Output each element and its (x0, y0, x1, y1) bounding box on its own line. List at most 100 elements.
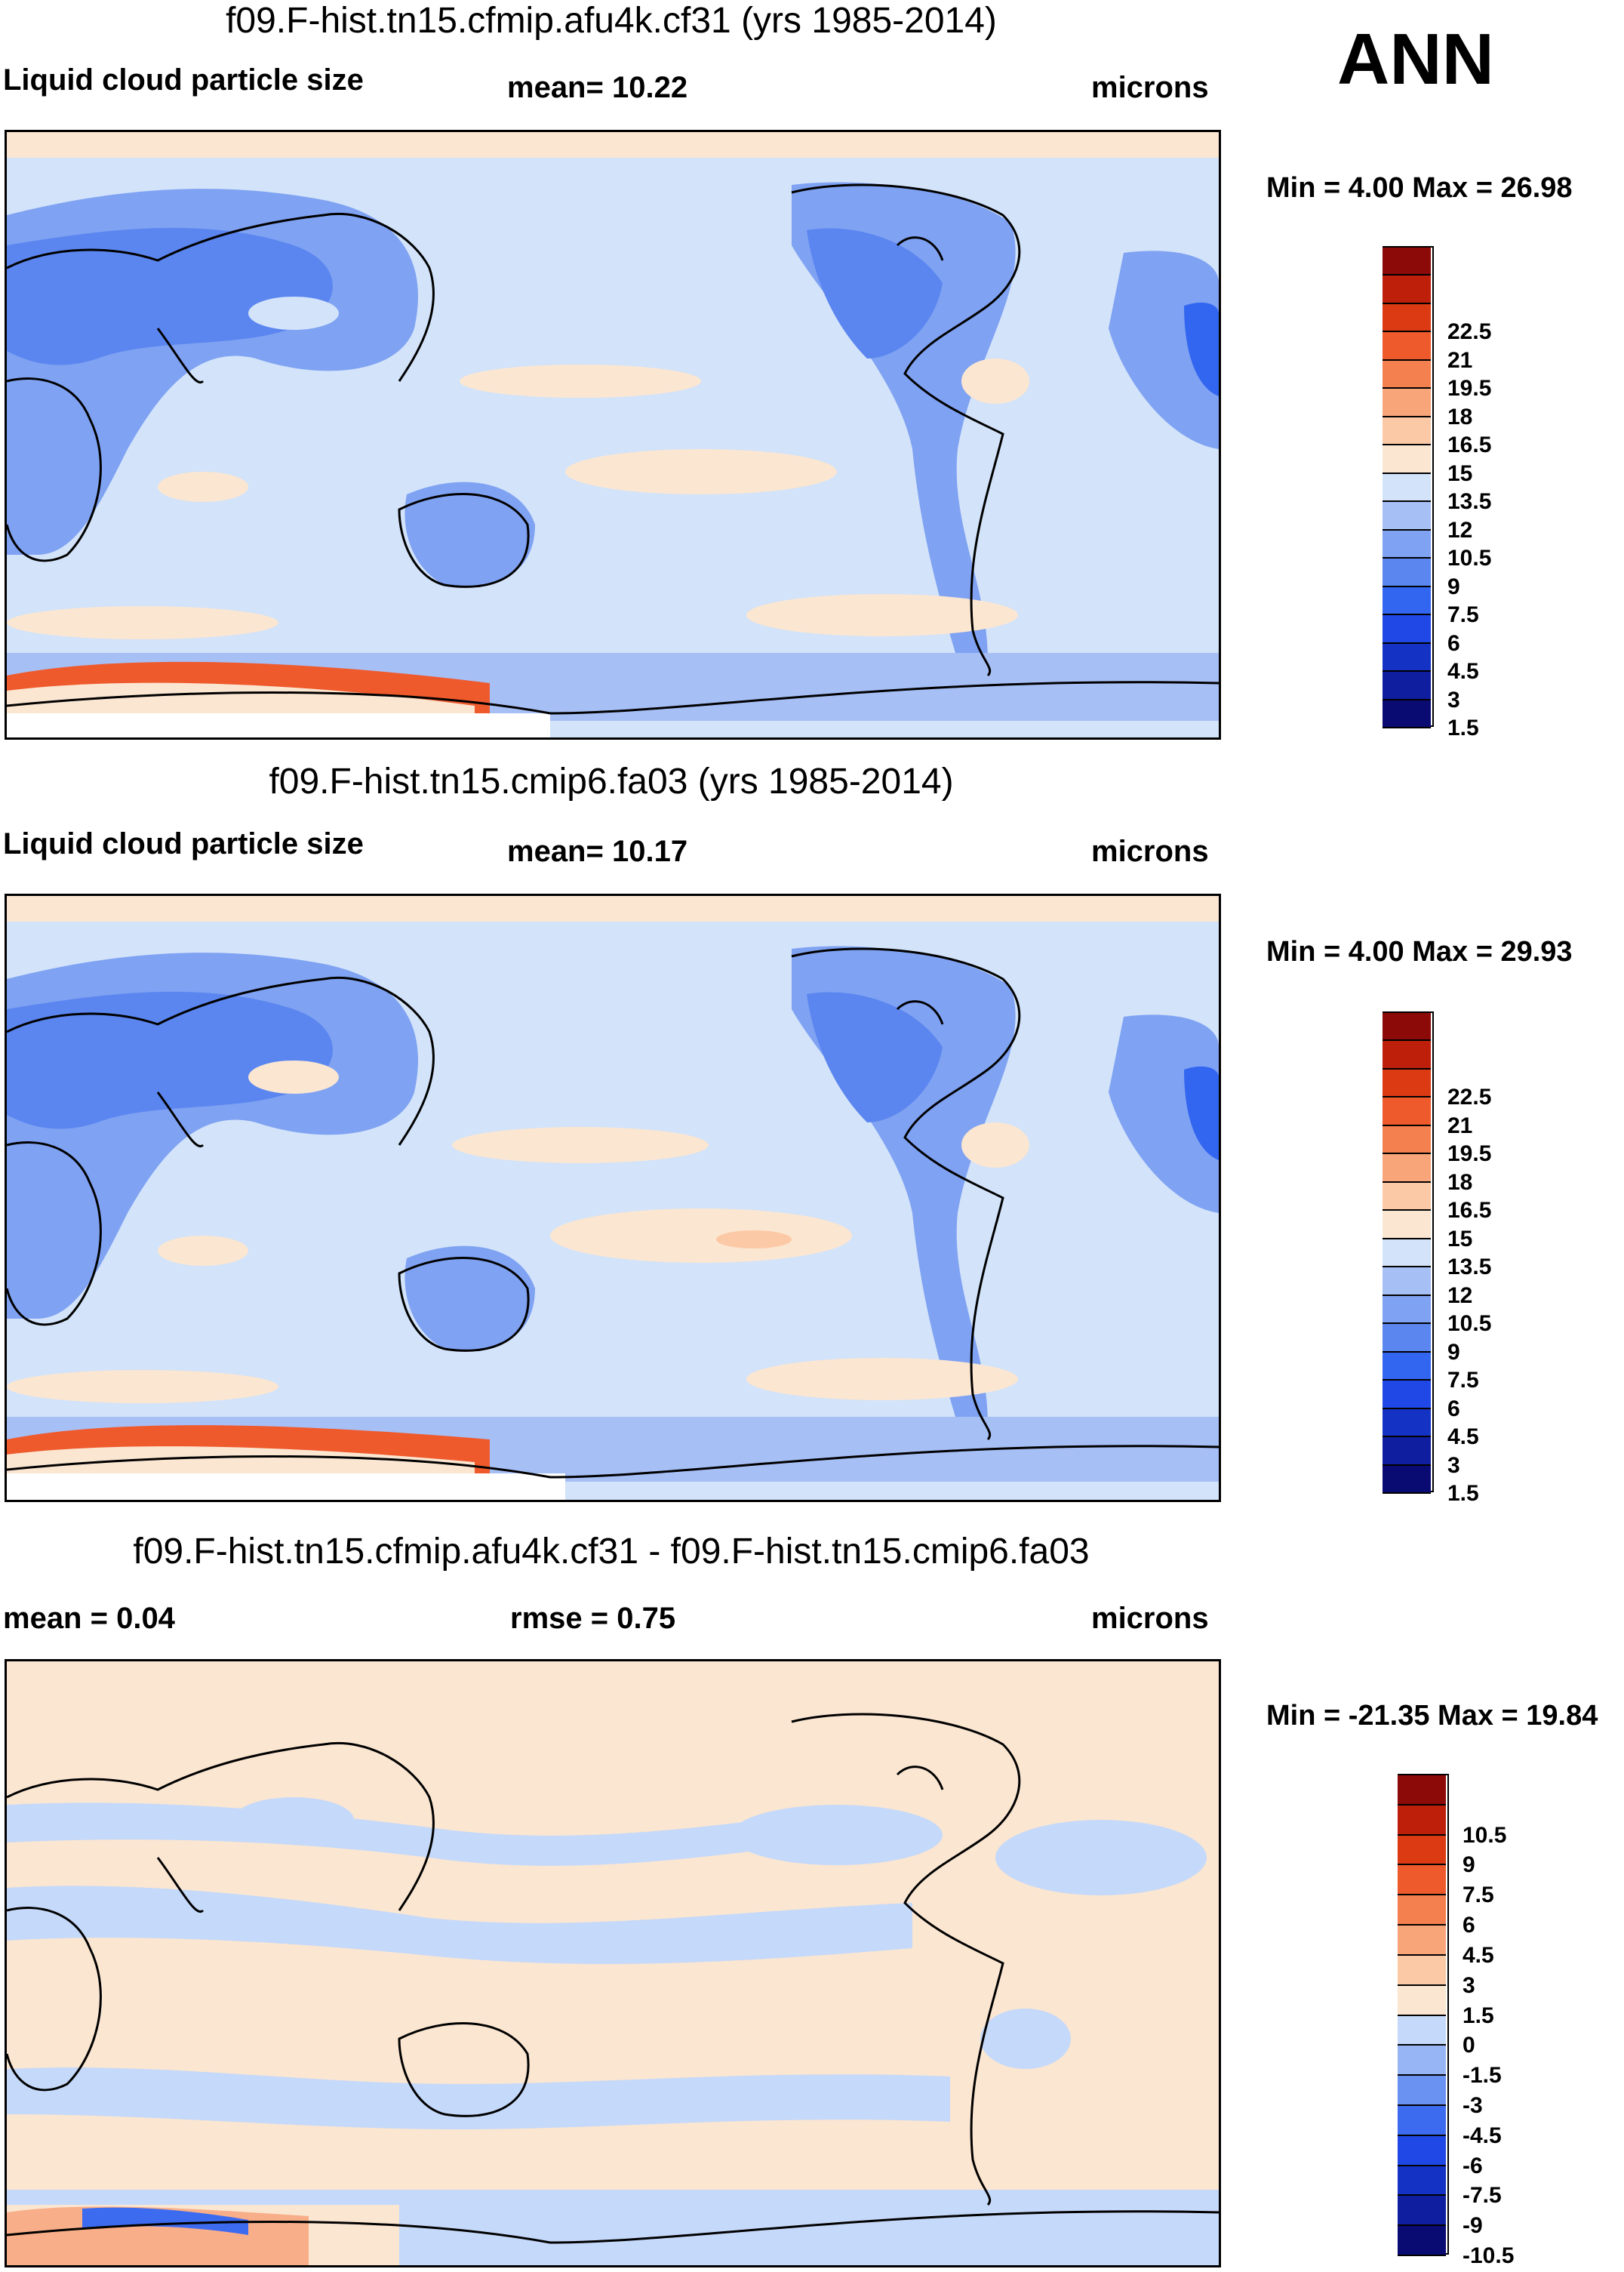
colorbar-swatch (1398, 1985, 1446, 2016)
colorbar-swatch (1383, 1125, 1431, 1155)
colorbar-swatch (1383, 700, 1431, 728)
panel3-map-field (7, 1661, 1219, 2265)
colorbar-swatch (1383, 1381, 1431, 1409)
colorbar-swatch (1383, 615, 1431, 644)
panel1-map (5, 130, 1221, 740)
colorbar-swatch (1383, 586, 1431, 616)
colorbar-tick-label: -4.5 (1463, 2123, 1502, 2148)
colorbar-swatch (1398, 1955, 1446, 1986)
colorbar-swatch (1383, 1465, 1431, 1494)
colorbar-tick-label: -6 (1463, 2153, 1483, 2178)
colorbar-tick-label: 10.5 (1463, 1822, 1507, 1848)
colorbar-tick-label: 12 (1447, 517, 1473, 543)
colorbar-tick-label: 4.5 (1447, 659, 1479, 685)
colorbar-swatch (1383, 417, 1431, 446)
colorbar-tick-label: 6 (1447, 630, 1460, 656)
colorbar-tick-label: 22.5 (1447, 319, 1492, 345)
panel3-map (5, 1659, 1221, 2267)
colorbar-tick-label: 1.5 (1447, 1481, 1479, 1506)
colorbar-tick-label: 9 (1463, 1852, 1475, 1878)
panel3-units: microns (1091, 1602, 1209, 1635)
colorbar-swatch (1383, 1211, 1431, 1239)
colorbar-tick-label: 7.5 (1463, 1883, 1494, 1908)
panel2-minmax: Min = 4.00 Max = 29.93 (1266, 936, 1573, 968)
colorbar-swatch (1383, 248, 1431, 276)
colorbar-swatch (1383, 672, 1431, 700)
colorbar-swatch (1398, 2105, 1446, 2136)
colorbar-tick-label: 9 (1447, 1339, 1460, 1365)
colorbar-swatch (1383, 1098, 1431, 1126)
panel2-map (5, 894, 1221, 1502)
colorbar-tick-label: 22.5 (1447, 1085, 1492, 1110)
colorbar-tick-label: -1.5 (1463, 2063, 1502, 2089)
panel1-left-label: Liquid cloud particle size (3, 63, 364, 97)
colorbar-swatch (1398, 2046, 1446, 2077)
panel2-left-label: Liquid cloud particle size (3, 827, 364, 860)
panel1-colorbar: 22.5 21 19.5 18 16.5 15 13.5 12 10.5 9 7.5 6 4.5 3 1.5 (1383, 246, 1609, 740)
colorbar-swatch (1398, 2226, 1446, 2256)
colorbar-swatch (1383, 332, 1431, 361)
colorbar-swatch (1383, 1408, 1431, 1438)
colorbar-swatch (1383, 389, 1431, 417)
colorbar-tick-label: 21 (1447, 1113, 1473, 1138)
colorbar-swatch (1383, 1352, 1431, 1381)
panel3-mean-label: mean = 0.04 (3, 1602, 175, 1635)
colorbar-tick-label: 6 (1447, 1396, 1460, 1421)
colorbar-swatch (1383, 559, 1431, 587)
colorbar-swatch (1383, 1267, 1431, 1296)
colorbar-tick-label: 12 (1447, 1282, 1473, 1308)
colorbar-swatch (1398, 2135, 1446, 2166)
colorbar-swatch (1383, 303, 1431, 333)
colorbar-tick-label: 16.5 (1447, 1198, 1492, 1224)
colorbar-tick-label: -9 (1463, 2213, 1483, 2239)
colorbar-tick-label: 19.5 (1447, 1141, 1492, 1167)
colorbar-tick-label: -3 (1463, 2092, 1483, 2118)
colorbar-tick-label: 7.5 (1447, 1368, 1479, 1393)
colorbar-tick-label: 18 (1447, 404, 1473, 429)
colorbar-tick-label: 10.5 (1447, 1311, 1492, 1337)
colorbar-swatch (1398, 2015, 1446, 2046)
colorbar-tick-label: 1.5 (1463, 2003, 1494, 2028)
colorbar-tick-label: -7.5 (1463, 2183, 1502, 2209)
colorbar-swatch (1398, 1805, 1446, 1836)
colorbar-swatch (1398, 1926, 1446, 1956)
colorbar-swatch (1398, 1895, 1446, 1926)
colorbar-tick-label: -10.5 (1463, 2243, 1515, 2268)
panel2-colorbar: 22.5 21 19.5 18 16.5 15 13.5 12 10.5 9 7.5 6 4.5 3 1.5 (1383, 1011, 1609, 1505)
colorbar-tick-label: 3 (1447, 687, 1460, 713)
colorbar-tick-label: 16.5 (1447, 433, 1492, 458)
panel1-mean-label: mean= 10.22 (507, 71, 688, 104)
colorbar-tick-label: 10.5 (1447, 546, 1492, 571)
colorbar-swatch (1398, 1865, 1446, 1896)
colorbar-swatch (1383, 643, 1431, 673)
colorbar-swatch (1383, 1239, 1431, 1268)
colorbar-tick-label: 4.5 (1463, 1942, 1494, 1968)
colorbar-swatch (1398, 1835, 1446, 1866)
panel3-colorbar: 10.5 9 7.5 6 4.5 3 1.5 0 -1.5 -3 -4.5 -6 -7.5 -9 -10.5 (1398, 1774, 1624, 2267)
colorbar-tick-label: 13.5 (1447, 489, 1492, 515)
colorbar-tick-label: 3 (1463, 1972, 1475, 1998)
panel1-minmax: Min = 4.00 Max = 26.98 (1266, 172, 1573, 204)
colorbar-swatch (1398, 1775, 1446, 1806)
colorbar-tick-label: 13.5 (1447, 1255, 1492, 1280)
panel2-title: f09.F-hist.tn15.cmip6.fa03 (yrs 1985-201… (269, 762, 954, 802)
panel3-title: f09.F-hist.tn15.cfmip.afu4k.cf31 - f09.F… (133, 1532, 1090, 1572)
panel1-title: f09.F-hist.tn15.cfmip.afu4k.cf31 (yrs 19… (226, 1, 997, 41)
colorbar-tick-label: 15 (1447, 460, 1473, 486)
colorbar-tick-label: 7.5 (1447, 602, 1479, 628)
colorbar-swatch (1383, 1154, 1431, 1183)
colorbar-swatch (1383, 276, 1431, 304)
colorbar-tick-label: 15 (1447, 1226, 1473, 1251)
colorbar-swatch (1383, 1324, 1431, 1353)
colorbar-tick-label: 0 (1463, 2033, 1475, 2058)
colorbar-swatch (1383, 473, 1431, 503)
panel2-units: microns (1091, 835, 1209, 868)
colorbar-swatch (1398, 2076, 1446, 2106)
panel3-rmse-label: rmse = 0.75 (510, 1602, 676, 1635)
colorbar-swatch (1383, 1013, 1431, 1042)
colorbar-swatch (1383, 1182, 1431, 1211)
colorbar-tick-label: 6 (1463, 1913, 1475, 1938)
colorbar-swatch (1383, 1041, 1431, 1070)
colorbar-swatch (1383, 360, 1431, 389)
colorbar-swatch (1398, 2196, 1446, 2227)
